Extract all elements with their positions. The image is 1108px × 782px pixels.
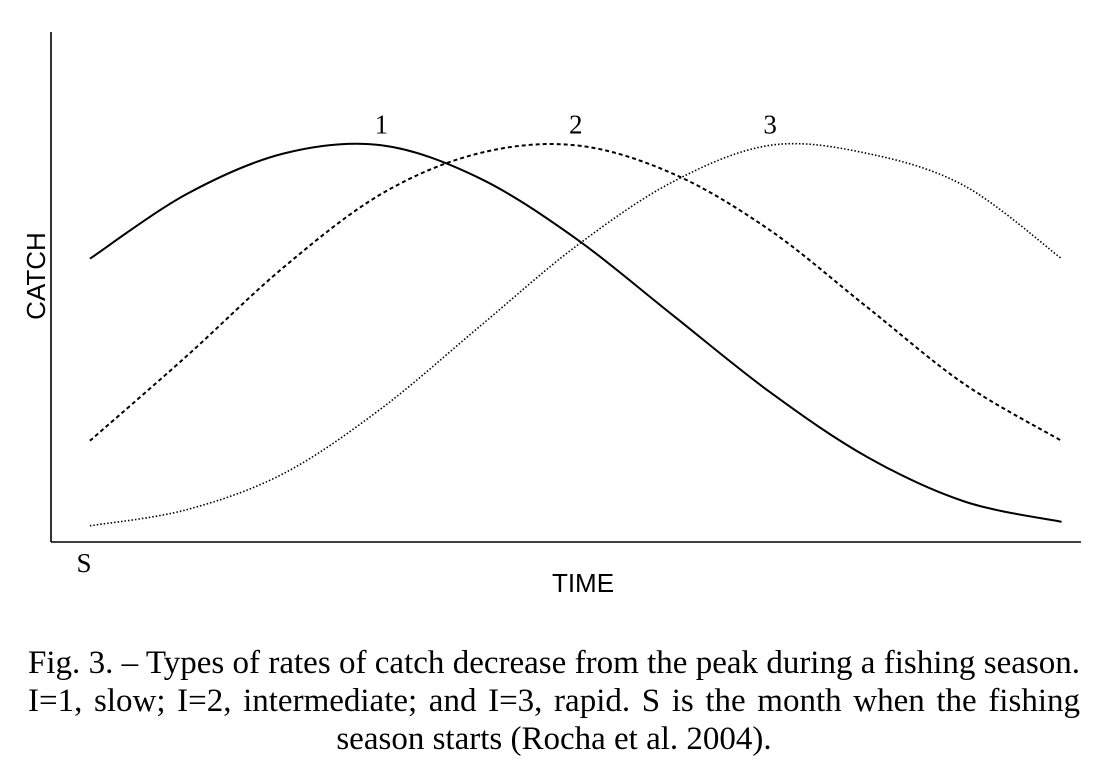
series-1-label: 1 bbox=[375, 109, 389, 139]
series-2-line bbox=[89, 143, 1063, 442]
series-1-line bbox=[89, 142, 1062, 523]
series-labels-group: 1 2 3 bbox=[375, 109, 777, 139]
curves-group bbox=[89, 142, 1063, 527]
x-axis-title: TIME bbox=[552, 568, 614, 598]
series-3-label: 3 bbox=[763, 109, 777, 139]
series-3-line bbox=[89, 142, 1063, 527]
series-2-label: 2 bbox=[569, 109, 583, 139]
catch-time-chart: 1 2 3 S TIME CATCH bbox=[21, 32, 1081, 598]
y-axis-title: CATCH bbox=[21, 232, 51, 320]
figure-caption: Fig. 3. – Types of rates of catch decrea… bbox=[28, 645, 1080, 757]
x-start-label: S bbox=[76, 548, 91, 578]
